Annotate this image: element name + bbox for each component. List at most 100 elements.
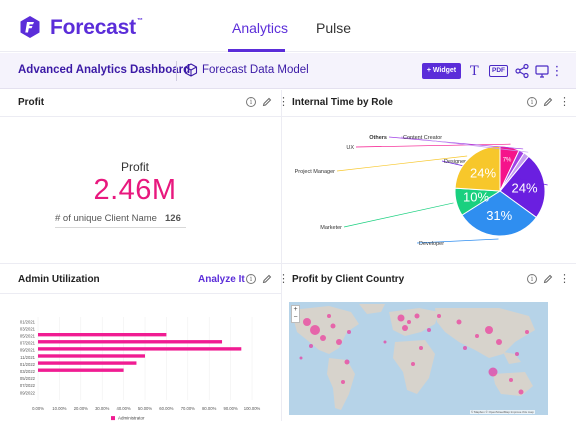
map-bubble[interactable] bbox=[309, 344, 313, 348]
pie-slice-content-creator[interactable] bbox=[499, 152, 530, 192]
y-tick-label: 03/2021 bbox=[20, 326, 36, 331]
map-bubble[interactable] bbox=[347, 330, 351, 334]
utilization-header-divider bbox=[0, 293, 281, 294]
info-icon[interactable]: i bbox=[527, 274, 537, 284]
map-bubble[interactable] bbox=[327, 314, 331, 318]
edit-icon[interactable] bbox=[543, 274, 553, 284]
pie-slice-developer[interactable] bbox=[461, 190, 538, 237]
country-panel-title: Profit by Client Country bbox=[292, 274, 405, 285]
share-icon[interactable] bbox=[515, 63, 529, 79]
map-bubble[interactable] bbox=[414, 313, 420, 319]
pie-leader-line bbox=[388, 136, 524, 150]
bar[interactable] bbox=[38, 340, 223, 344]
map-zoom-control[interactable]: + − bbox=[291, 305, 300, 323]
more-icon[interactable]: ⋮ bbox=[278, 273, 289, 285]
pie-data-label: 31% bbox=[486, 208, 512, 223]
present-icon[interactable] bbox=[535, 63, 549, 79]
pie-slice-designer[interactable] bbox=[499, 155, 546, 219]
y-tick-label: 05/2022 bbox=[20, 376, 36, 381]
pie-data-label: 24% bbox=[470, 165, 496, 180]
map-bubble[interactable] bbox=[336, 339, 342, 345]
tab-pulse[interactable]: Pulse bbox=[316, 20, 352, 36]
info-icon[interactable]: i bbox=[246, 274, 256, 284]
bar[interactable] bbox=[38, 361, 137, 365]
bar[interactable] bbox=[38, 368, 124, 372]
analyze-it-button[interactable]: Analyze It bbox=[198, 274, 245, 285]
map-bubble[interactable] bbox=[303, 318, 311, 326]
more-icon[interactable]: ⋮ bbox=[278, 96, 289, 108]
pie-leader-line bbox=[343, 202, 454, 228]
y-tick-label: 05/2021 bbox=[20, 333, 36, 338]
info-icon[interactable]: i bbox=[246, 97, 256, 107]
top-navigation: Forecast™ Analytics Pulse bbox=[0, 0, 576, 52]
map-bubble[interactable] bbox=[407, 320, 411, 324]
map-bubble[interactable] bbox=[397, 314, 405, 322]
map-bubble[interactable] bbox=[320, 335, 326, 341]
utilization-bar-chart: 0.00% 10.00% 20.00% 30.00% 40.00% 50.00% 60.00… bbox=[20, 317, 261, 421]
brand-name[interactable]: Forecast™ bbox=[50, 16, 143, 39]
pie-data-label: 10% bbox=[463, 190, 489, 205]
map-bubble[interactable] bbox=[330, 323, 336, 329]
utilization-panel-title: Admin Utilization bbox=[18, 274, 100, 285]
x-tick-label: 50.00% bbox=[138, 406, 152, 411]
add-widget-button[interactable]: + Widget bbox=[422, 63, 461, 79]
tab-analytics[interactable]: Analytics bbox=[232, 20, 289, 36]
more-icon[interactable]: ⋮ bbox=[559, 96, 570, 108]
pie-category-label: Project Manager bbox=[295, 169, 336, 175]
text-icon[interactable]: T bbox=[470, 63, 479, 79]
map-bubble[interactable] bbox=[496, 339, 502, 345]
role-panel-title: Internal Time by Role bbox=[292, 97, 393, 108]
role-panel-actions: i ⋮ bbox=[527, 96, 570, 108]
edit-icon[interactable] bbox=[262, 274, 272, 284]
bar[interactable] bbox=[38, 347, 242, 351]
data-model-link[interactable]: Forecast Data Model bbox=[202, 64, 309, 76]
kpi-sub-value: 126 bbox=[165, 213, 181, 224]
edit-icon[interactable] bbox=[262, 97, 272, 107]
map-bubble[interactable] bbox=[509, 378, 513, 382]
more-options-icon[interactable]: ⋮ bbox=[550, 63, 564, 78]
map-attribution[interactable]: © Mapbox © OpenStreetMap Improve this ma… bbox=[470, 410, 535, 414]
pie-category-label: Content Creator bbox=[403, 135, 442, 141]
info-icon[interactable]: i bbox=[527, 97, 537, 107]
map-bubble[interactable] bbox=[341, 380, 345, 384]
pie-leader-line bbox=[416, 238, 499, 244]
map-bubble[interactable] bbox=[456, 319, 462, 325]
utilization-panel-actions: i ⋮ bbox=[246, 273, 289, 285]
pdf-export-icon[interactable]: PDF bbox=[489, 65, 508, 77]
map-bubble[interactable] bbox=[299, 356, 303, 360]
kpi-label: Profit bbox=[120, 160, 149, 174]
map-bubble[interactable] bbox=[411, 362, 415, 366]
world-map[interactable] bbox=[289, 302, 548, 415]
map-bubble[interactable] bbox=[485, 326, 493, 334]
legend-label: Administrator bbox=[118, 416, 145, 421]
map-bubble[interactable] bbox=[437, 314, 441, 318]
map-bubble[interactable] bbox=[475, 334, 479, 338]
cube-icon bbox=[184, 63, 198, 77]
bar[interactable] bbox=[38, 333, 167, 337]
map-bubble[interactable] bbox=[525, 330, 529, 334]
map-bubble[interactable] bbox=[344, 359, 350, 365]
kpi-sub-label: # of unique Client Name bbox=[55, 213, 157, 224]
bar[interactable] bbox=[38, 354, 145, 358]
map-bubble[interactable] bbox=[310, 325, 320, 335]
x-tick-label: 20.00% bbox=[74, 406, 88, 411]
y-tick-label: 07/2022 bbox=[20, 383, 36, 388]
map-bubble[interactable] bbox=[402, 325, 408, 331]
x-tick-label: 100.00% bbox=[244, 406, 261, 411]
more-icon[interactable]: ⋮ bbox=[559, 273, 570, 285]
edit-icon[interactable] bbox=[543, 97, 553, 107]
profit-header-divider bbox=[0, 116, 281, 117]
profit-panel-actions: i ⋮ bbox=[246, 96, 289, 108]
x-tick-label: 30.00% bbox=[95, 406, 109, 411]
dashboard-toolbar: Advanced Analytics Dashboard Forecast Da… bbox=[0, 53, 576, 89]
map-bubble[interactable] bbox=[383, 340, 387, 344]
map-bubble[interactable] bbox=[518, 389, 524, 395]
map-bubble[interactable] bbox=[463, 346, 467, 350]
map-bubble[interactable] bbox=[427, 328, 431, 332]
map-bubble[interactable] bbox=[488, 367, 498, 377]
x-tick-label: 80.00% bbox=[202, 406, 216, 411]
profit-panel-title: Profit bbox=[18, 97, 45, 108]
forecast-logo-icon[interactable] bbox=[20, 16, 40, 38]
map-bubble[interactable] bbox=[419, 346, 423, 350]
map-bubble[interactable] bbox=[515, 352, 519, 356]
